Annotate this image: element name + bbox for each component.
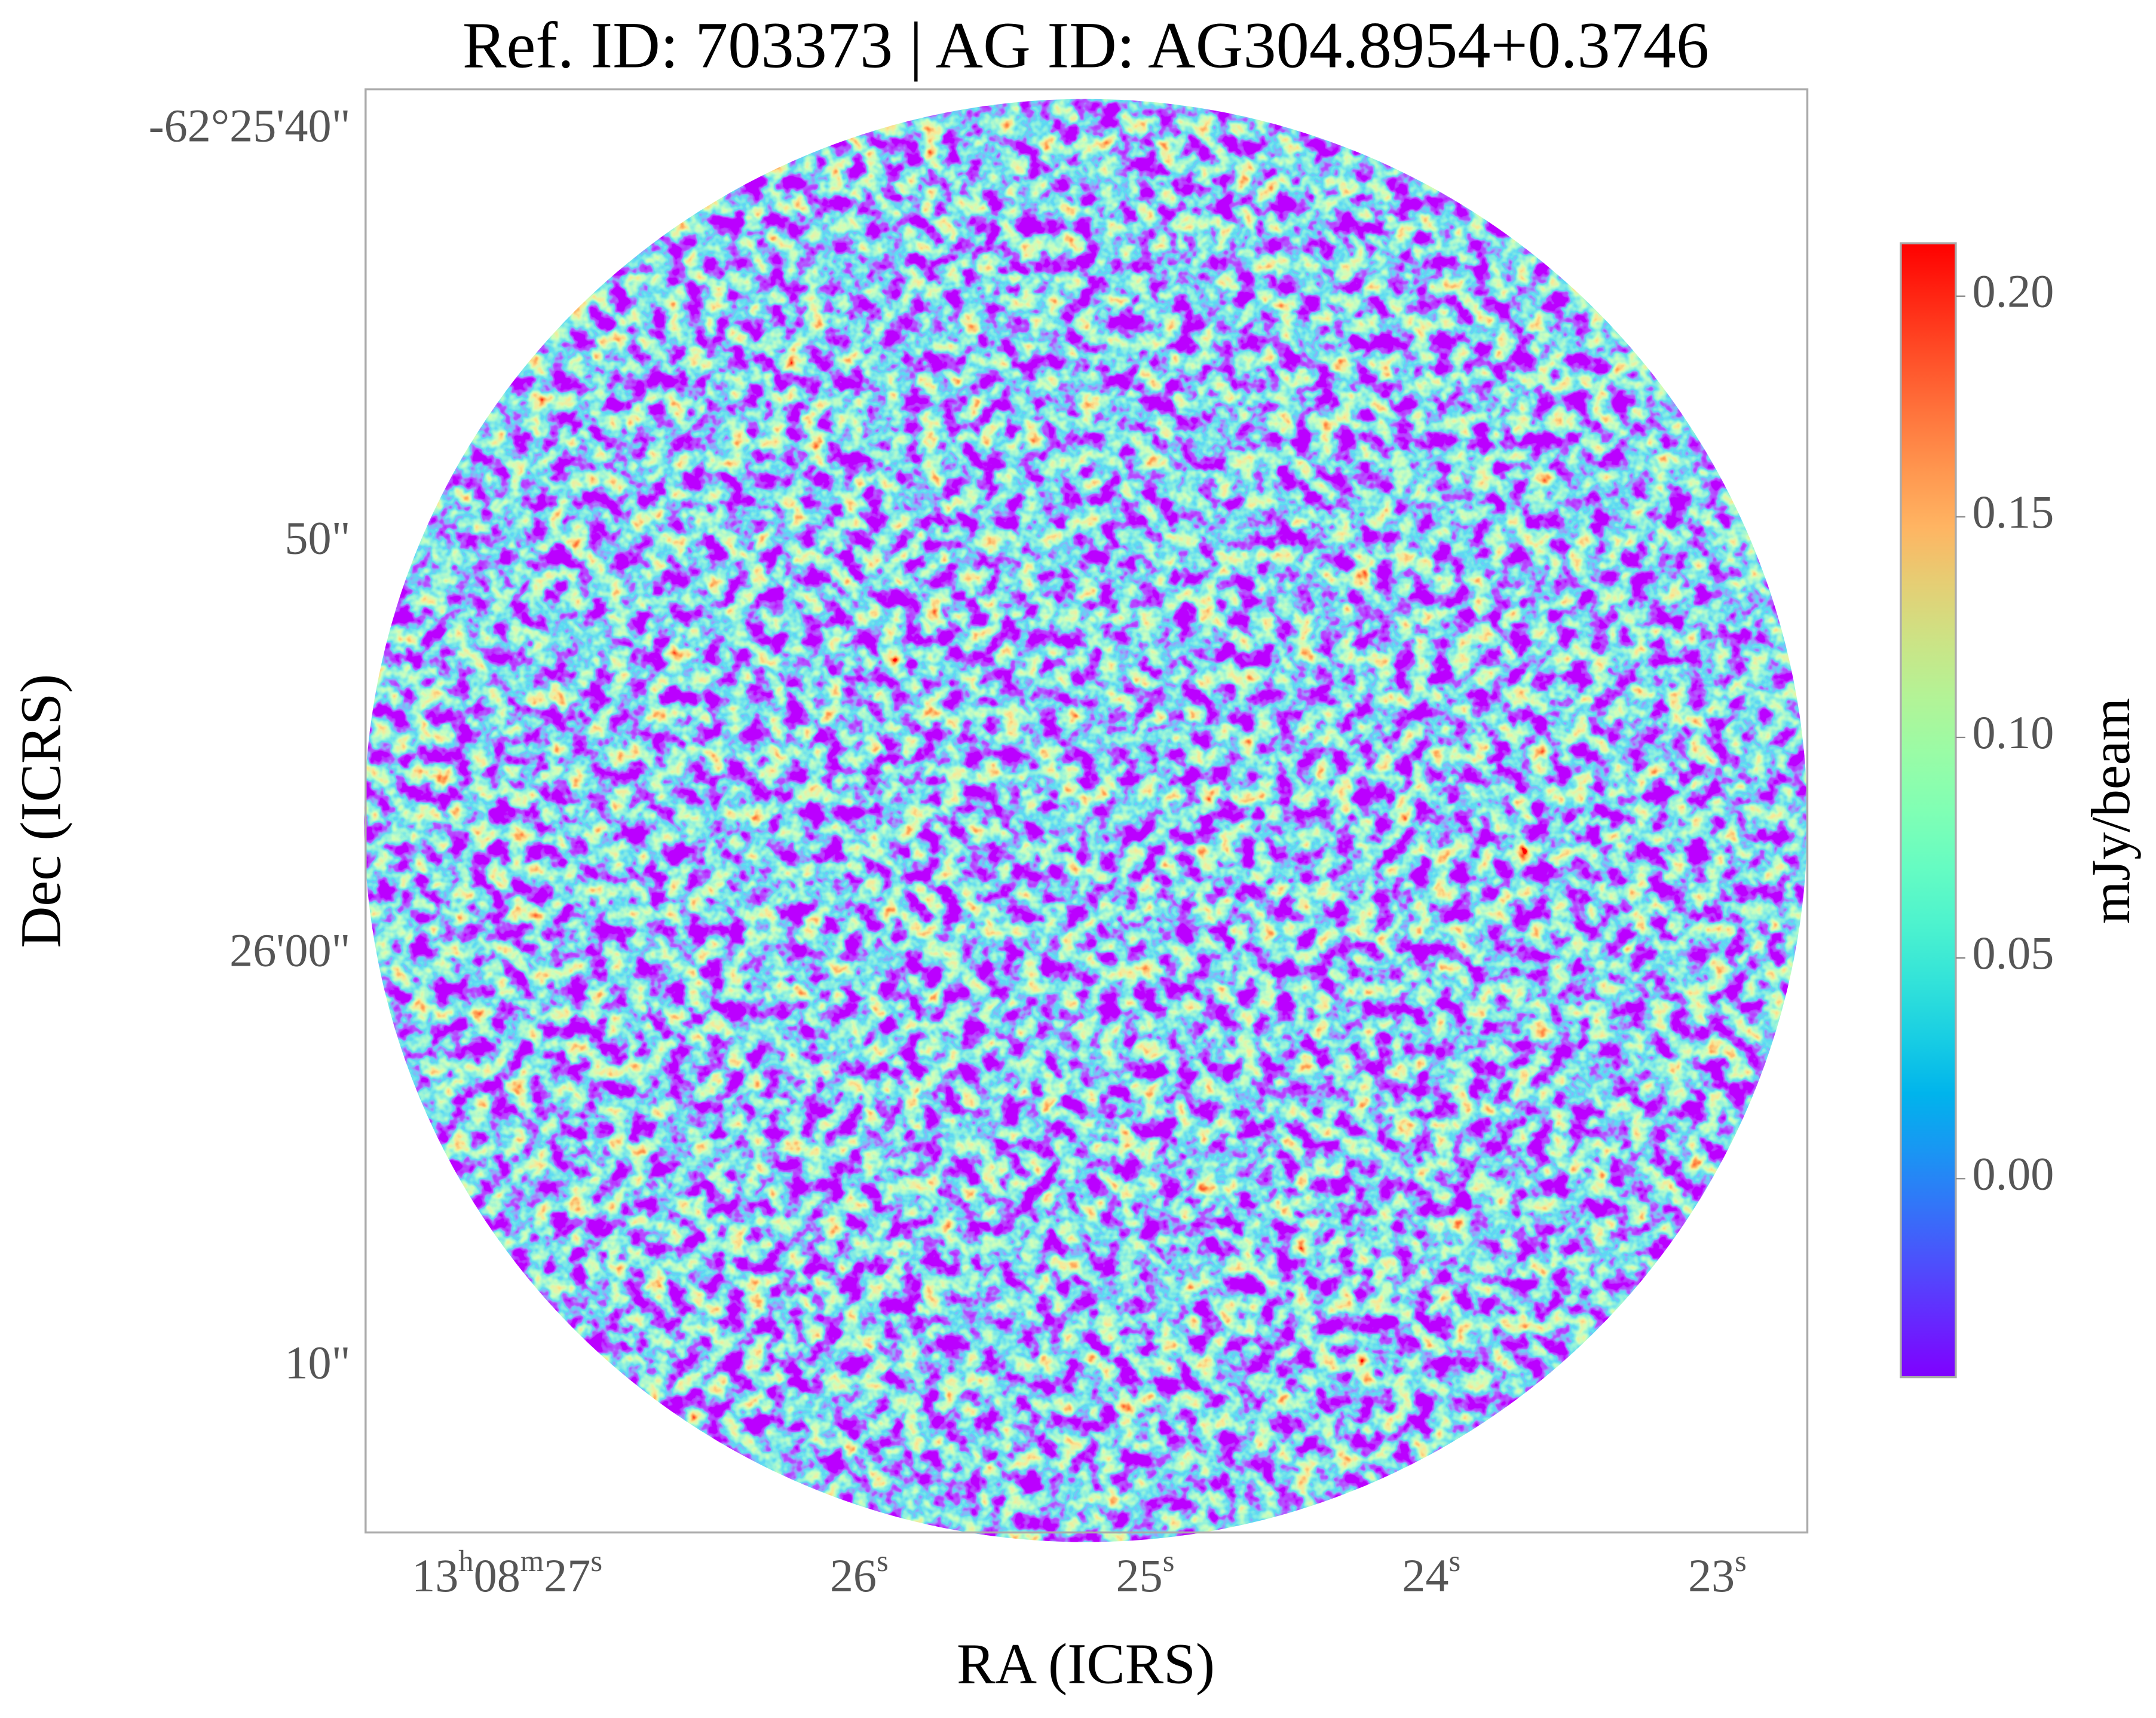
intensity-map xyxy=(364,99,1808,1542)
x-tick-label: 23s xyxy=(1688,1544,1747,1601)
x-tick-label: 25s xyxy=(1116,1544,1175,1601)
y-axis-label: Dec (ICRS) xyxy=(8,674,72,948)
plot-frame xyxy=(365,88,1809,1534)
x-axis-label: RA (ICRS) xyxy=(957,1632,1215,1696)
y-tick-label: -62°25'40" xyxy=(149,99,351,151)
x-tick-label: 24s xyxy=(1402,1544,1460,1601)
colorbar-tick-label: 0.05 xyxy=(1972,927,2054,979)
colorbar-tick-label: 0.15 xyxy=(1972,486,2054,538)
colorbar-tick-label: 0.00 xyxy=(1972,1147,2054,1199)
y-tick-label: 10" xyxy=(284,1336,350,1388)
x-tick-label: 13h08m27s xyxy=(412,1544,602,1601)
colorbar xyxy=(1900,242,1957,1379)
colorbar-tick-label: 0.20 xyxy=(1972,265,2054,317)
colorbar-label: mJy/beam xyxy=(2080,698,2141,924)
y-tick-label: 50" xyxy=(284,512,350,564)
colorbar-tick-label: 0.10 xyxy=(1972,706,2054,758)
chart-title: Ref. ID: 703373 | AG ID: AG304.8954+0.37… xyxy=(463,9,1709,82)
x-tick-label: 26s xyxy=(830,1544,889,1601)
y-tick-label: 26'00" xyxy=(229,924,350,976)
